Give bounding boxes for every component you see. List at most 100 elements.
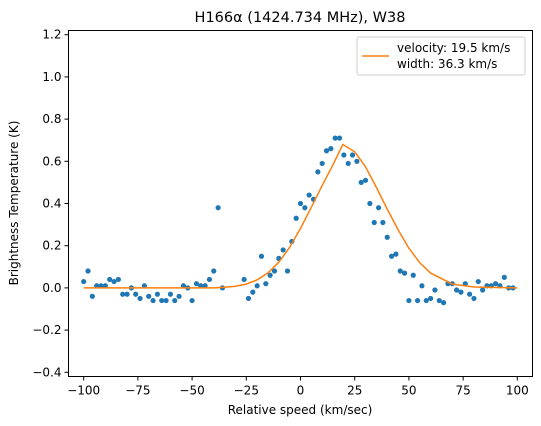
data-point: [367, 200, 373, 207]
data-point: [493, 281, 499, 287]
data-point: [172, 297, 178, 304]
x-tick-label: 100: [506, 384, 529, 398]
data-point: [441, 300, 447, 306]
x-tick-label: 50: [401, 384, 416, 398]
y-axis-label: Brightness Temperature (K): [7, 121, 21, 286]
x-tick-label: −100: [67, 384, 100, 398]
data-point: [98, 283, 104, 289]
data-point: [332, 135, 338, 141]
data-point: [358, 179, 364, 186]
data-point: [319, 160, 325, 167]
y-tick-label: 0.0: [42, 281, 61, 295]
data-point: [293, 215, 299, 221]
data-point: [245, 295, 252, 302]
data-point: [341, 152, 347, 158]
data-point: [397, 268, 403, 274]
data-point: [154, 291, 160, 297]
data-point: [323, 148, 330, 154]
y-axis-ticks: −0.4 −0.2 0.0 0.2 0.4 0.6 0.8 1.0 1.2: [32, 28, 69, 379]
fit-curve-line: [83, 143, 518, 289]
y-tick-label: 0.8: [42, 112, 61, 126]
data-point: [454, 287, 460, 293]
data-point: [384, 234, 390, 240]
x-tick-label: −50: [179, 384, 204, 398]
data-point: [271, 268, 278, 274]
data-point: [202, 283, 208, 289]
data-point: [401, 270, 408, 276]
x-tick-label: −75: [125, 384, 150, 398]
data-point: [163, 297, 169, 304]
data-point: [146, 293, 152, 299]
data-point: [458, 289, 464, 295]
y-tick-label: −0.2: [32, 323, 61, 337]
data-point: [354, 158, 360, 164]
data-point: [432, 287, 438, 293]
data-point: [501, 274, 507, 280]
data-point: [254, 283, 260, 289]
data-point: [371, 219, 377, 226]
legend-box: [356, 36, 526, 76]
data-point: [115, 276, 121, 283]
data-point: [263, 281, 269, 287]
data-point: [102, 283, 108, 289]
legend-label-velocity: velocity: 19.5 km/s: [397, 41, 510, 55]
data-point: [94, 283, 100, 289]
data-point: [297, 200, 304, 207]
data-point: [362, 177, 369, 183]
data-point: [159, 297, 165, 304]
x-axis-ticks: −100 −75 −50 −25 0 25 50 75 100: [67, 376, 529, 398]
data-point: [436, 297, 442, 304]
data-point: [180, 283, 187, 289]
data-point: [475, 278, 481, 285]
data-point: [375, 205, 382, 211]
data-point: [120, 291, 126, 297]
data-point: [193, 281, 200, 287]
data-point: [328, 146, 334, 152]
data-point: [81, 278, 87, 285]
data-point: [423, 297, 429, 304]
data-point: [471, 295, 477, 302]
data-point: [198, 283, 204, 289]
data-point: [189, 297, 195, 304]
data-point: [284, 268, 291, 274]
y-tick-label: 0.4: [42, 197, 61, 211]
data-point: [419, 283, 425, 289]
legend: velocity: 19.5 km/s width: 36.3 km/s: [356, 36, 526, 76]
data-point: [258, 253, 265, 259]
data-point: [215, 205, 221, 211]
data-point: [336, 135, 343, 141]
data-point: [107, 276, 113, 283]
data-point: [206, 276, 213, 283]
data-point: [250, 289, 256, 295]
data-point: [467, 291, 473, 297]
chart-title: H166α (1424.734 MHz), W38: [195, 10, 406, 26]
data-point: [124, 291, 130, 297]
data-point: [410, 272, 416, 278]
data-point: [414, 297, 421, 304]
scatter-series: [81, 135, 516, 306]
x-axis-label: Relative speed (km/sec): [228, 403, 373, 417]
y-tick-label: 0.6: [42, 154, 61, 168]
data-point: [393, 251, 399, 257]
data-point: [388, 253, 395, 259]
data-point: [133, 291, 139, 297]
data-point: [137, 295, 143, 302]
data-point: [306, 192, 312, 198]
data-point: [141, 283, 147, 289]
data-point: [111, 278, 117, 285]
data-point: [85, 268, 91, 274]
x-tick-label: −25: [234, 384, 259, 398]
data-point: [176, 293, 182, 299]
data-point: [427, 295, 434, 302]
data-point: [406, 297, 412, 304]
data-point: [167, 291, 174, 297]
x-tick-label: 75: [455, 384, 470, 398]
data-point: [480, 287, 486, 293]
x-tick-label: 0: [297, 384, 305, 398]
data-point: [345, 160, 351, 167]
data-point: [302, 205, 308, 211]
y-tick-label: −0.4: [32, 365, 61, 379]
data-point: [380, 219, 386, 226]
data-point: [89, 293, 95, 299]
data-point: [315, 169, 321, 175]
